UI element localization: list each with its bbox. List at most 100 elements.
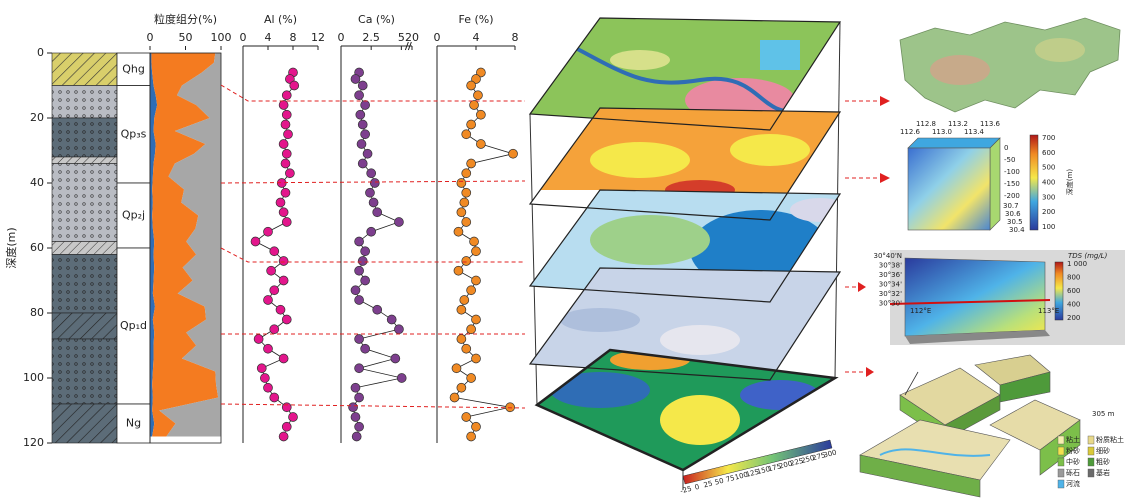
lat-label: 30°38' [879, 262, 902, 270]
colorbar-label: 25 [703, 480, 714, 490]
profile-point [372, 304, 383, 315]
axis-break [404, 41, 412, 51]
profile-point [281, 314, 292, 325]
profile-point [476, 67, 486, 78]
legend-swatch [1057, 435, 1065, 445]
profile-point [260, 373, 270, 383]
profile-point [280, 187, 291, 198]
profile-point [278, 139, 289, 149]
block-model-part [859, 454, 981, 498]
x-tick-label: 0 [147, 31, 154, 44]
x-tick-label: 20 [405, 31, 419, 44]
profile-point [356, 139, 367, 149]
depth-cube-labels: 112.6112.8113.0113.2113.4113.630.730.630… [900, 120, 1074, 234]
profile-point [354, 90, 364, 101]
profile-point [253, 334, 264, 344]
profile-point [269, 392, 280, 403]
lon-label: 113.4 [964, 128, 985, 136]
profile-point [354, 363, 364, 374]
profile-point [280, 158, 291, 169]
stack-frame-part [834, 21, 841, 379]
colorbar-label: 225 [789, 457, 804, 468]
legend-swatch [1087, 446, 1095, 456]
colorbar-label: 700 [1042, 134, 1055, 142]
profile-point [471, 246, 481, 257]
legend-label: 粉砂 [1066, 446, 1080, 455]
map-layer-contour-part [550, 372, 650, 408]
profile-point [466, 431, 476, 442]
depth-label: -100 [1004, 168, 1020, 176]
colorbar-title: 深度(m) [1065, 169, 1074, 196]
region-map [899, 17, 1121, 113]
unit-label: Qhg [122, 62, 145, 75]
profile-line [453, 72, 515, 437]
map-layer-relief-part [660, 325, 740, 355]
x-tick-label: 0 [338, 31, 345, 44]
x-tick-label: 8 [512, 31, 519, 44]
x-tick-label: 4 [265, 31, 272, 44]
profile-point [466, 119, 476, 130]
unit-label: Ng [126, 417, 141, 430]
lat-label: 30.6 [1005, 210, 1021, 218]
profile-point [357, 80, 368, 91]
profile-point [453, 265, 464, 276]
legend-label: 中砂 [1066, 457, 1080, 466]
profile-point [354, 295, 364, 305]
block-model-part [999, 371, 1051, 403]
map-layer-aquifer-part [790, 198, 840, 222]
profile-point [278, 431, 289, 442]
chart-title: Fe (%) [458, 13, 493, 26]
profile-point [357, 256, 368, 266]
legend-label: 细砂 [1096, 446, 1110, 455]
grain-size-area [159, 53, 221, 437]
unit-box [116, 247, 151, 405]
profile-point [281, 217, 292, 227]
profile-point [362, 148, 373, 159]
connector-arrow [858, 96, 890, 377]
unit-box [116, 85, 151, 184]
profile-point [281, 109, 292, 120]
profile-point [461, 187, 472, 198]
lithology-layer [51, 241, 118, 255]
colorbar-label: 0 [694, 483, 700, 492]
unit-label: Qp₂j [122, 209, 145, 222]
connector-arrow-part [858, 282, 866, 292]
lithology-layer [51, 117, 118, 158]
profile-point [360, 275, 370, 286]
profile-point [473, 90, 483, 101]
profile-point [471, 275, 481, 286]
colorbar-label: 250 [800, 454, 815, 465]
profile-point [505, 402, 515, 413]
connector-part [220, 84, 525, 102]
profile-point [466, 373, 476, 383]
legend-label: 粘土 [1066, 435, 1080, 444]
colorbar-label: 150 [756, 465, 771, 476]
connector-part [220, 403, 526, 409]
lat-label: 30°32' [879, 290, 902, 298]
profile-point [456, 207, 467, 218]
profile-point [350, 74, 361, 84]
colorbar-label: 300 [823, 449, 838, 460]
colorbar-label: 125 [745, 468, 760, 479]
grain-size-area [151, 53, 219, 437]
y-axis-label: 深度(m) [4, 227, 18, 268]
map-layer-landuse-part [610, 50, 670, 70]
colorbar-label: 600 [1042, 149, 1055, 157]
legend-swatch [1057, 457, 1065, 467]
chart-title: Al (%) [264, 13, 297, 26]
connector-arrow-part [880, 173, 890, 183]
profile-point [368, 197, 379, 208]
profile-point [269, 285, 280, 296]
profile-point [471, 353, 481, 364]
profile-point [451, 363, 462, 374]
profile-point [289, 80, 300, 91]
lat-label: 30.5 [1007, 218, 1023, 226]
profile-point [269, 324, 280, 335]
profile-point [263, 226, 273, 237]
block-model-part [904, 371, 919, 396]
lon-label: 113°E [1038, 307, 1059, 315]
